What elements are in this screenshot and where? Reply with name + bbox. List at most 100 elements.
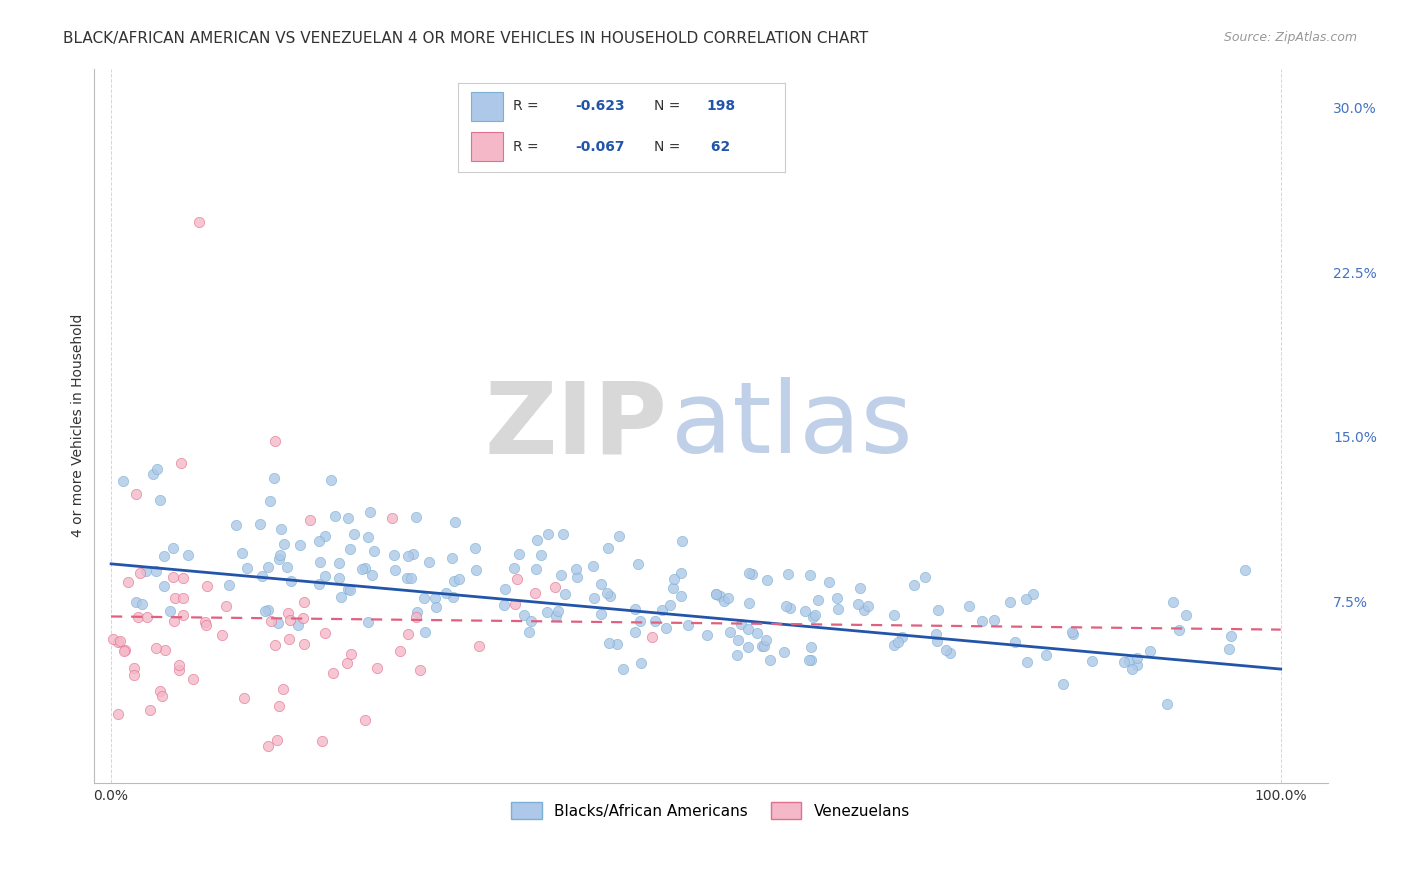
Point bbox=[291, 610, 314, 624]
Point bbox=[145, 564, 167, 578]
Point bbox=[321, 473, 343, 487]
Point bbox=[353, 561, 375, 575]
Point bbox=[607, 529, 630, 543]
Point bbox=[628, 614, 651, 628]
Point bbox=[382, 548, 405, 562]
Point bbox=[107, 635, 129, 649]
Point bbox=[1118, 654, 1140, 668]
Point bbox=[741, 567, 763, 582]
Point bbox=[252, 568, 274, 582]
Point bbox=[494, 598, 516, 612]
Point bbox=[145, 641, 167, 656]
Point bbox=[849, 582, 872, 596]
Point bbox=[856, 599, 879, 613]
Point bbox=[162, 541, 184, 556]
Point bbox=[547, 604, 569, 618]
Point bbox=[170, 456, 193, 470]
Point bbox=[396, 571, 419, 585]
Point bbox=[117, 574, 139, 589]
Point bbox=[1022, 587, 1045, 601]
Point bbox=[1114, 656, 1136, 670]
Point bbox=[506, 572, 529, 586]
Point bbox=[256, 602, 278, 616]
Point bbox=[800, 653, 823, 667]
Point bbox=[266, 732, 288, 747]
Point bbox=[263, 434, 285, 449]
Point bbox=[218, 578, 240, 592]
Point bbox=[111, 474, 134, 488]
Point bbox=[751, 639, 773, 653]
Point bbox=[149, 493, 172, 508]
Point bbox=[135, 564, 157, 578]
Point bbox=[149, 684, 172, 698]
Point bbox=[337, 511, 360, 525]
Point bbox=[752, 639, 775, 653]
Point bbox=[806, 593, 828, 607]
Point bbox=[550, 567, 572, 582]
Point bbox=[513, 608, 536, 623]
Point bbox=[972, 614, 994, 628]
Point bbox=[343, 527, 366, 541]
Point bbox=[669, 566, 692, 580]
Point bbox=[401, 571, 423, 585]
Point bbox=[738, 566, 761, 580]
Point bbox=[773, 645, 796, 659]
Point bbox=[825, 591, 848, 605]
Point bbox=[263, 471, 285, 485]
Point bbox=[409, 663, 432, 677]
Point bbox=[793, 604, 815, 618]
Point bbox=[322, 666, 344, 681]
Point bbox=[517, 624, 540, 639]
Point bbox=[114, 642, 136, 657]
Point bbox=[983, 613, 1005, 627]
Point bbox=[308, 555, 330, 569]
Point bbox=[935, 643, 957, 657]
Point bbox=[524, 586, 547, 600]
Point bbox=[287, 618, 309, 632]
Point bbox=[508, 547, 530, 561]
Point bbox=[146, 462, 169, 476]
Point bbox=[1168, 623, 1191, 637]
Point bbox=[887, 635, 910, 649]
Point bbox=[717, 591, 740, 606]
Point bbox=[775, 599, 797, 614]
Point bbox=[537, 526, 560, 541]
Point bbox=[360, 568, 382, 582]
Point bbox=[276, 559, 298, 574]
Point bbox=[1015, 591, 1038, 606]
Point bbox=[520, 614, 543, 628]
Point bbox=[737, 640, 759, 654]
Point bbox=[278, 632, 301, 646]
Point bbox=[441, 591, 464, 605]
Point bbox=[630, 656, 652, 670]
Point bbox=[359, 505, 381, 519]
Point bbox=[290, 538, 312, 552]
Point bbox=[704, 587, 727, 601]
Point bbox=[163, 614, 186, 628]
Point bbox=[172, 591, 194, 605]
Point bbox=[177, 549, 200, 563]
Point bbox=[623, 625, 645, 640]
Point bbox=[363, 543, 385, 558]
Point bbox=[136, 610, 159, 624]
Point bbox=[1080, 654, 1102, 668]
Point bbox=[1062, 627, 1084, 641]
Point bbox=[662, 581, 685, 595]
Point bbox=[891, 630, 914, 644]
Point bbox=[425, 600, 447, 615]
Point bbox=[543, 580, 565, 594]
Point bbox=[718, 625, 741, 640]
Point bbox=[745, 625, 768, 640]
Point bbox=[1156, 697, 1178, 711]
Point bbox=[153, 549, 176, 563]
Point bbox=[596, 586, 619, 600]
Point bbox=[1220, 629, 1243, 643]
Point bbox=[640, 630, 662, 644]
Point bbox=[669, 589, 692, 603]
Point bbox=[1126, 658, 1149, 673]
Point bbox=[591, 577, 613, 591]
Point bbox=[153, 643, 176, 657]
Point bbox=[211, 628, 233, 642]
Point bbox=[598, 635, 620, 649]
Point bbox=[799, 568, 821, 582]
